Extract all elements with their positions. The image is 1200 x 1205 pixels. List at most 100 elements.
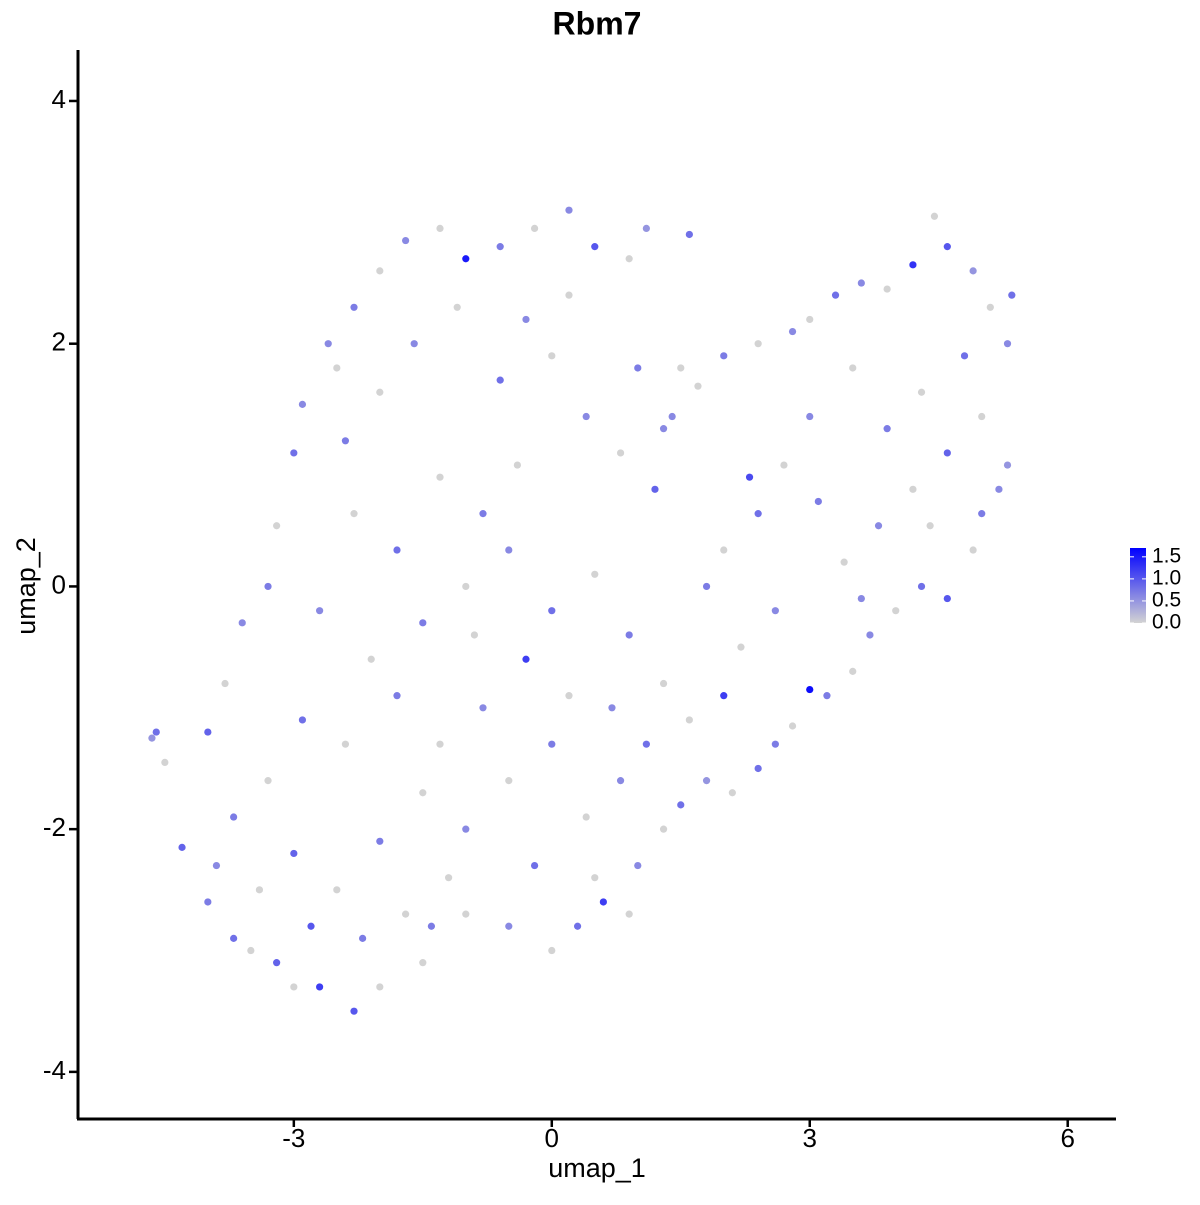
point	[436, 740, 444, 748]
point	[522, 315, 530, 324]
point	[548, 352, 556, 360]
point	[960, 352, 969, 360]
point	[350, 510, 358, 518]
point	[591, 874, 599, 882]
point	[659, 825, 668, 833]
point	[840, 558, 848, 566]
point	[608, 704, 616, 712]
point	[883, 285, 891, 293]
point	[668, 412, 676, 421]
point	[651, 485, 659, 493]
point	[616, 449, 625, 457]
point	[402, 236, 410, 245]
point	[393, 546, 401, 554]
point	[470, 631, 478, 639]
x-tick-label: 0	[545, 1123, 559, 1153]
point	[462, 825, 470, 833]
x-tick-label: 3	[803, 1123, 817, 1153]
point	[376, 267, 384, 275]
point	[376, 983, 384, 991]
point	[930, 212, 939, 220]
point	[290, 449, 298, 457]
point	[393, 692, 401, 700]
point	[616, 777, 625, 785]
point	[298, 716, 307, 724]
point	[376, 837, 384, 845]
point	[548, 607, 556, 615]
point	[161, 758, 169, 767]
point	[496, 376, 504, 384]
point	[857, 279, 865, 287]
point	[720, 692, 728, 700]
point	[823, 692, 831, 700]
point	[247, 946, 255, 955]
point	[479, 510, 487, 518]
point	[565, 291, 573, 299]
point	[986, 303, 994, 311]
point	[634, 364, 642, 372]
x-tick-label: -3	[282, 1123, 305, 1153]
point	[238, 619, 246, 627]
point	[754, 764, 762, 773]
point	[582, 412, 590, 421]
point	[462, 255, 470, 263]
point	[978, 510, 986, 518]
point	[341, 437, 350, 445]
point	[737, 643, 745, 651]
point	[788, 722, 797, 730]
point	[419, 789, 427, 797]
point	[874, 522, 883, 530]
point	[290, 849, 298, 858]
point	[849, 667, 857, 675]
point	[273, 959, 281, 967]
point	[866, 631, 874, 639]
point	[496, 243, 504, 251]
point	[350, 1007, 358, 1015]
point	[582, 813, 590, 821]
point	[806, 685, 814, 694]
point	[1003, 340, 1012, 348]
point	[1003, 461, 1012, 469]
x-tick-label: 6	[1060, 1123, 1074, 1153]
point	[307, 922, 315, 930]
point	[677, 801, 685, 809]
point	[780, 461, 788, 469]
point	[969, 267, 977, 275]
point	[694, 382, 702, 390]
point	[702, 777, 711, 785]
point	[436, 224, 444, 233]
point	[685, 230, 693, 239]
point	[402, 910, 410, 918]
point	[505, 922, 513, 930]
point	[892, 607, 900, 615]
point	[436, 473, 444, 481]
point	[565, 692, 573, 700]
y-axis-label: umap_2	[11, 537, 41, 635]
point	[359, 934, 367, 942]
point	[273, 522, 281, 530]
point	[212, 861, 221, 870]
point	[720, 546, 728, 554]
point	[599, 898, 607, 906]
point	[849, 364, 857, 372]
point	[978, 412, 986, 421]
point	[290, 983, 298, 991]
point	[634, 861, 642, 870]
point	[445, 874, 453, 882]
point	[909, 485, 917, 493]
point	[625, 631, 633, 639]
colorbar-tick-label: 1.0	[1152, 566, 1181, 589]
point	[806, 412, 814, 421]
y-tick-label: -2	[43, 812, 66, 842]
point	[909, 261, 917, 269]
point	[316, 983, 324, 991]
chart-title: Rbm7	[553, 5, 642, 41]
point	[148, 734, 156, 742]
point	[350, 303, 358, 311]
point	[264, 777, 272, 785]
point	[754, 510, 762, 518]
point	[204, 898, 212, 906]
point	[642, 224, 650, 233]
point	[806, 315, 814, 324]
colorbar-tick-label: 0.5	[1152, 588, 1181, 611]
